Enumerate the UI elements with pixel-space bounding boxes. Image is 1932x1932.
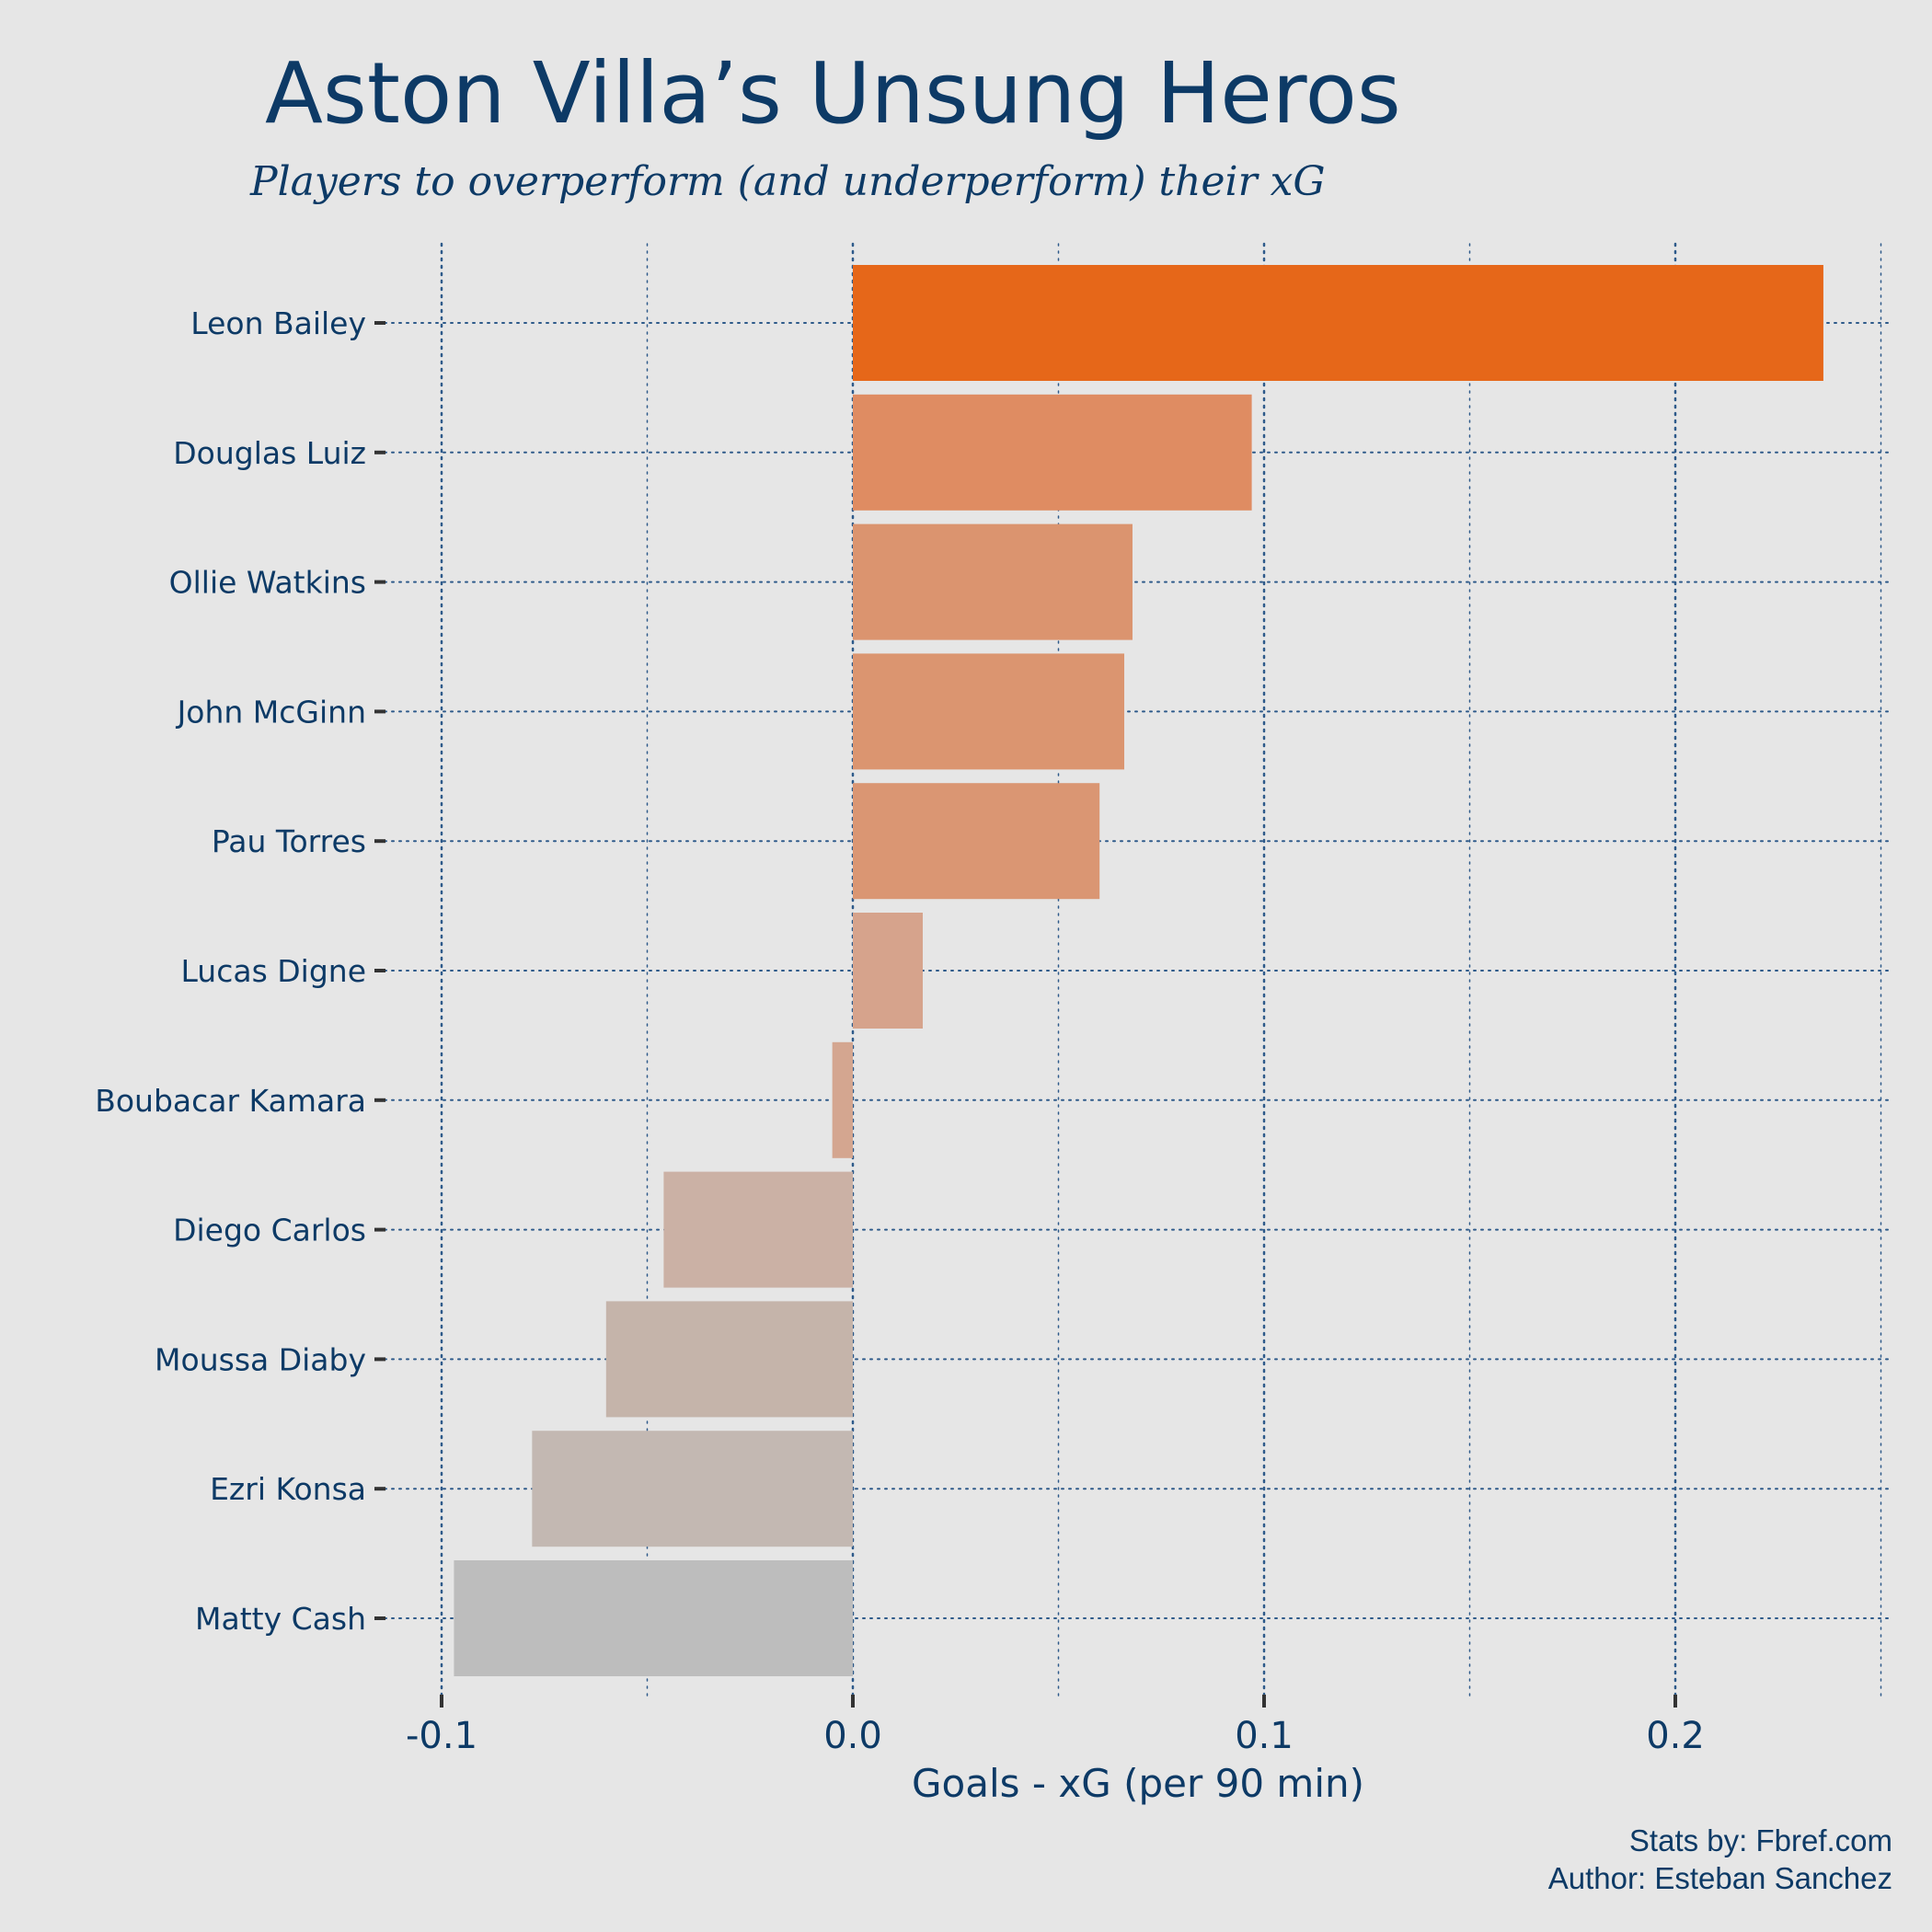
category-axis: Leon Bailey Douglas Luiz Ollie Watkins John… [95, 305, 385, 1637]
caption-source: Stats by: Fbref.com [1629, 1823, 1892, 1857]
value-axis: -0.1 0.0 0.1 0.2 [406, 1695, 1705, 1757]
category-label: Moussa Diaby [155, 1341, 366, 1377]
bar [532, 1431, 853, 1547]
caption-author: Author: Esteban Sanchez [1548, 1861, 1892, 1895]
bar [832, 1041, 853, 1158]
x-tick-label: 0.1 [1235, 1715, 1294, 1757]
x-axis-title: Goals - xG (per 90 min) [912, 1761, 1364, 1806]
x-tick-label: 0.0 [823, 1715, 882, 1757]
bar [853, 394, 1252, 511]
bar [605, 1301, 853, 1418]
bar [663, 1171, 853, 1288]
category-label: Matty Cash [195, 1601, 366, 1637]
chart-subtitle: Players to overperform (and underperform… [249, 158, 1326, 205]
category-label: Ezri Konsa [210, 1471, 366, 1507]
category-label: Ollie Watkins [169, 565, 366, 601]
category-label: Leon Bailey [190, 305, 366, 341]
category-label: Lucas Digne [180, 953, 366, 989]
category-label: Douglas Luiz [173, 435, 366, 471]
bars [454, 265, 1823, 1676]
category-label: Diego Carlos [173, 1213, 366, 1248]
chart-title: Aston Villa’s Unsung Heros [265, 44, 1401, 143]
bar [853, 523, 1133, 640]
bar [853, 783, 1100, 900]
category-label: Pau Torres [212, 823, 366, 859]
x-tick-label: -0.1 [406, 1715, 477, 1757]
bar [853, 653, 1125, 770]
bar [454, 1560, 853, 1676]
bar [853, 265, 1823, 381]
bar [853, 913, 923, 1029]
x-tick-label: 0.2 [1646, 1715, 1705, 1757]
category-label: Boubacar Kamara [95, 1083, 366, 1119]
category-label: John McGinn [176, 694, 366, 730]
